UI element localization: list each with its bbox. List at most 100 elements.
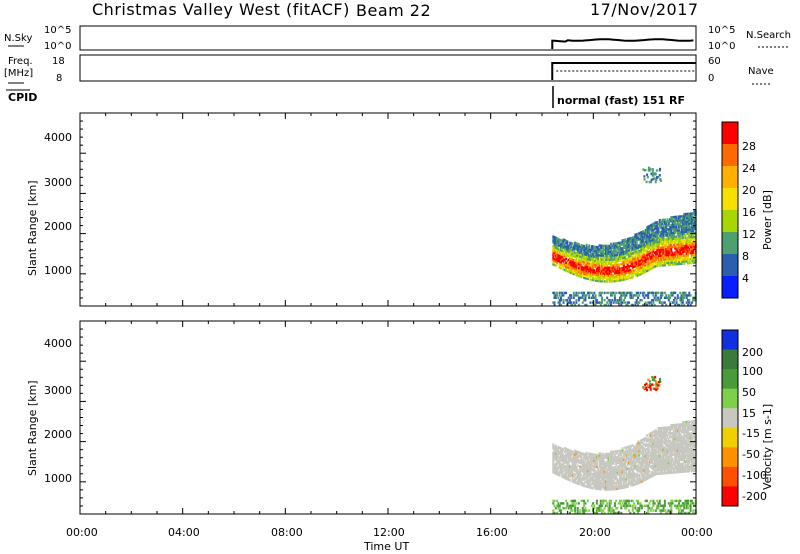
velocity-cell <box>579 481 582 484</box>
power-cell <box>598 277 601 281</box>
velocity-cell <box>648 454 651 457</box>
power-cell <box>569 269 571 272</box>
power-cell <box>584 299 587 302</box>
velocity-cell <box>669 449 672 453</box>
velocity-cell <box>558 456 561 459</box>
velocity-cell <box>593 469 596 472</box>
velocity-cell <box>637 478 639 481</box>
power-cell <box>656 229 659 232</box>
power-cell <box>556 294 559 297</box>
velocity-cell <box>676 507 679 510</box>
power-cell <box>674 223 677 226</box>
velocity-cell <box>663 448 666 451</box>
power-cell <box>665 258 668 261</box>
velocity-cell <box>586 479 589 483</box>
power-cell <box>689 212 692 215</box>
velocity-cell <box>646 465 648 469</box>
power-cell <box>635 262 638 266</box>
power-cell <box>670 251 673 254</box>
velocity-cell <box>692 445 695 449</box>
power-cell <box>575 299 578 302</box>
velocity-cell <box>611 470 614 473</box>
power-cell <box>678 239 680 242</box>
velocity-cell <box>684 464 687 467</box>
velocity-cell <box>610 486 612 489</box>
power-cell <box>594 265 597 268</box>
power-cell <box>604 246 607 250</box>
power-cell <box>684 258 687 261</box>
power-cell <box>620 276 623 280</box>
power-cell <box>639 255 642 258</box>
power-cell <box>670 261 673 264</box>
power-cell <box>622 240 625 244</box>
velocity-cell <box>634 473 637 476</box>
velocity-cell <box>675 449 678 452</box>
velocity-cell <box>554 446 557 450</box>
velocity-cell <box>572 451 575 454</box>
power-cell <box>579 265 582 268</box>
power-cell <box>687 258 689 261</box>
velocity-cell <box>680 458 683 462</box>
power-cell <box>552 251 555 254</box>
velocity-cell <box>653 438 656 441</box>
power-cell <box>562 301 565 304</box>
velocity-cell <box>629 470 632 474</box>
power-cell <box>565 239 568 243</box>
power-cell <box>554 238 557 242</box>
power-cell <box>599 291 602 295</box>
power-cell <box>653 172 655 175</box>
power-cell <box>569 249 571 252</box>
velocity-cell <box>571 476 574 479</box>
power-cell <box>684 222 687 226</box>
power-cell <box>562 294 565 297</box>
velocity-cell <box>634 475 637 478</box>
velocity-cell <box>622 480 625 483</box>
power-cell <box>687 218 689 221</box>
velocity-cell <box>577 476 580 480</box>
velocity-cell <box>624 466 627 469</box>
velocity-cell <box>589 474 592 477</box>
power-cell <box>680 231 683 234</box>
velocity-cell <box>556 451 559 454</box>
power-cell <box>580 296 583 299</box>
power-cell <box>653 233 656 237</box>
power-cell <box>649 291 652 295</box>
power-cell <box>651 299 654 302</box>
power-cell <box>689 246 692 249</box>
power-cell <box>554 252 557 255</box>
power-cell <box>685 230 688 233</box>
velocity-cell <box>584 465 587 468</box>
velocity-cell <box>633 475 636 478</box>
power-cell <box>626 247 629 251</box>
power-cell <box>672 255 675 258</box>
power-cell <box>576 250 579 253</box>
velocity-cell <box>681 448 684 452</box>
power-cell <box>556 251 559 254</box>
power-cell <box>649 234 652 237</box>
power-cell <box>646 294 648 297</box>
power-cell <box>653 177 656 180</box>
velocity-cell <box>671 499 674 503</box>
power-cell <box>685 240 688 243</box>
power-cell <box>679 262 682 266</box>
power-cell <box>621 294 624 297</box>
power-cell <box>612 278 615 281</box>
power-cell <box>631 272 634 275</box>
velocity-cell <box>586 458 589 461</box>
power-cell <box>610 294 612 297</box>
velocity-cell <box>652 448 655 451</box>
power-cell <box>676 229 679 232</box>
velocity-cell <box>644 472 647 475</box>
power-cell <box>684 238 687 241</box>
velocity-cell <box>572 468 575 472</box>
power-cell <box>680 256 683 260</box>
velocity-cell <box>666 446 669 449</box>
velocity-cell <box>685 434 688 437</box>
velocity-cell <box>658 456 661 459</box>
velocity-cell <box>621 468 624 472</box>
power-cell <box>661 291 664 295</box>
velocity-cell <box>688 436 691 439</box>
power-cell <box>656 244 659 248</box>
power-cell <box>616 257 619 261</box>
velocity-cell <box>634 483 637 486</box>
